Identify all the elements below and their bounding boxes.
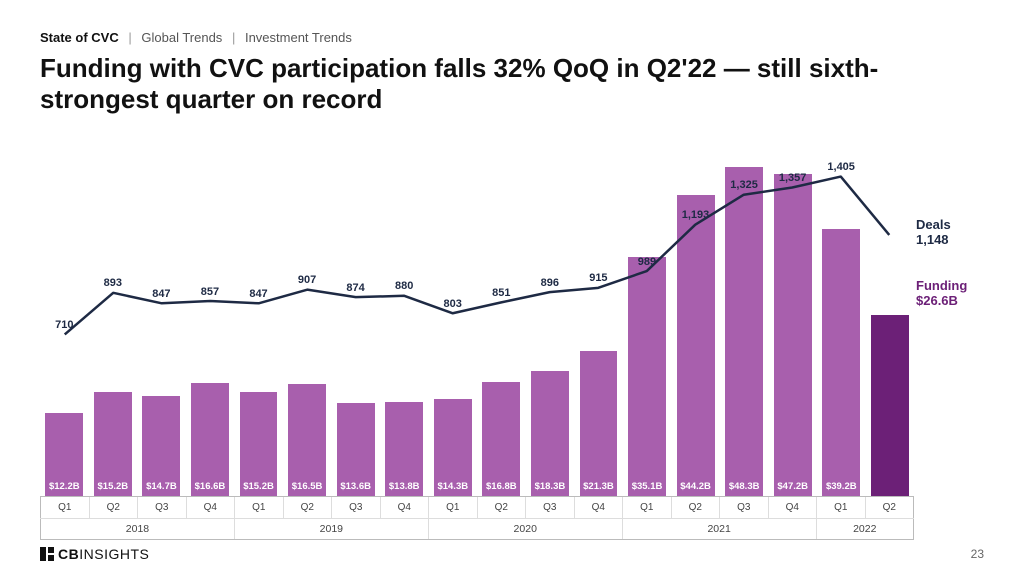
x-tick-quarter: Q2 bbox=[672, 497, 721, 518]
deals-end-label: Deals1,148 bbox=[916, 217, 951, 247]
deals-point-label: 1,193 bbox=[682, 209, 710, 221]
x-tick-quarter: Q3 bbox=[332, 497, 381, 518]
deals-point-label: 893 bbox=[104, 277, 122, 289]
x-tick-year: 2018 bbox=[40, 519, 235, 539]
x-tick-quarter: Q3 bbox=[138, 497, 187, 518]
deals-point-label: 803 bbox=[444, 298, 462, 310]
deals-point-label: 896 bbox=[541, 277, 559, 289]
breadcrumb-section: Global Trends bbox=[141, 30, 222, 45]
deals-point-label: 915 bbox=[589, 272, 607, 284]
breadcrumb-report: State of CVC bbox=[40, 30, 119, 45]
deals-point-label: 1,325 bbox=[730, 179, 758, 191]
logo-icon bbox=[40, 547, 54, 561]
x-tick-quarter: Q2 bbox=[866, 497, 915, 518]
page-title: Funding with CVC participation falls 32%… bbox=[40, 53, 940, 115]
x-tick-year: 2021 bbox=[623, 519, 817, 539]
x-tick-quarter: Q1 bbox=[623, 497, 672, 518]
x-tick-quarter: Q1 bbox=[817, 497, 866, 518]
x-tick-quarter: Q3 bbox=[526, 497, 575, 518]
x-tick-quarter: Q4 bbox=[575, 497, 624, 518]
footer: CBINSIGHTS 23 bbox=[40, 546, 984, 562]
logo: CBINSIGHTS bbox=[40, 546, 149, 562]
deals-point-label: 857 bbox=[201, 286, 219, 298]
funding-end-label: Funding$26.6B bbox=[916, 279, 967, 309]
deals-point-label: 710 bbox=[55, 319, 73, 331]
x-tick-year: 2020 bbox=[429, 519, 623, 539]
x-tick-year: 2022 bbox=[817, 519, 914, 539]
x-tick-quarter: Q2 bbox=[284, 497, 333, 518]
x-tick-quarter: Q1 bbox=[40, 497, 90, 518]
page-number: 23 bbox=[971, 547, 984, 561]
deals-point-label: 851 bbox=[492, 287, 510, 299]
plot-area: $12.2B$15.2B$14.7B$16.6B$15.2B$16.5B$13.… bbox=[40, 155, 914, 496]
deals-point-label: 847 bbox=[152, 288, 170, 300]
breadcrumb-subsection: Investment Trends bbox=[245, 30, 352, 45]
x-tick-quarter: Q1 bbox=[235, 497, 284, 518]
x-tick-quarter: Q4 bbox=[769, 497, 818, 518]
x-tick-quarter: Q2 bbox=[90, 497, 139, 518]
x-tick-quarter: Q4 bbox=[187, 497, 236, 518]
deals-point-label: 907 bbox=[298, 274, 316, 286]
x-tick-quarter: Q1 bbox=[429, 497, 478, 518]
x-tick-year: 2019 bbox=[235, 519, 429, 539]
x-tick-quarter: Q3 bbox=[720, 497, 769, 518]
chart: $12.2B$15.2B$14.7B$16.6B$15.2B$16.5B$13.… bbox=[40, 125, 984, 556]
x-tick-quarter: Q4 bbox=[381, 497, 430, 518]
deals-point-label: 989 bbox=[638, 256, 656, 268]
deals-point-label: 1,357 bbox=[779, 172, 807, 184]
deals-point-label: 1,405 bbox=[827, 161, 855, 173]
breadcrumb: State of CVC | Global Trends | Investmen… bbox=[40, 30, 984, 45]
slide: State of CVC | Global Trends | Investmen… bbox=[0, 0, 1024, 576]
deals-point-label: 874 bbox=[346, 282, 364, 294]
deals-line bbox=[40, 155, 914, 496]
deals-point-label: 880 bbox=[395, 280, 413, 292]
x-tick-quarter: Q2 bbox=[478, 497, 527, 518]
deals-point-label: 847 bbox=[249, 288, 267, 300]
